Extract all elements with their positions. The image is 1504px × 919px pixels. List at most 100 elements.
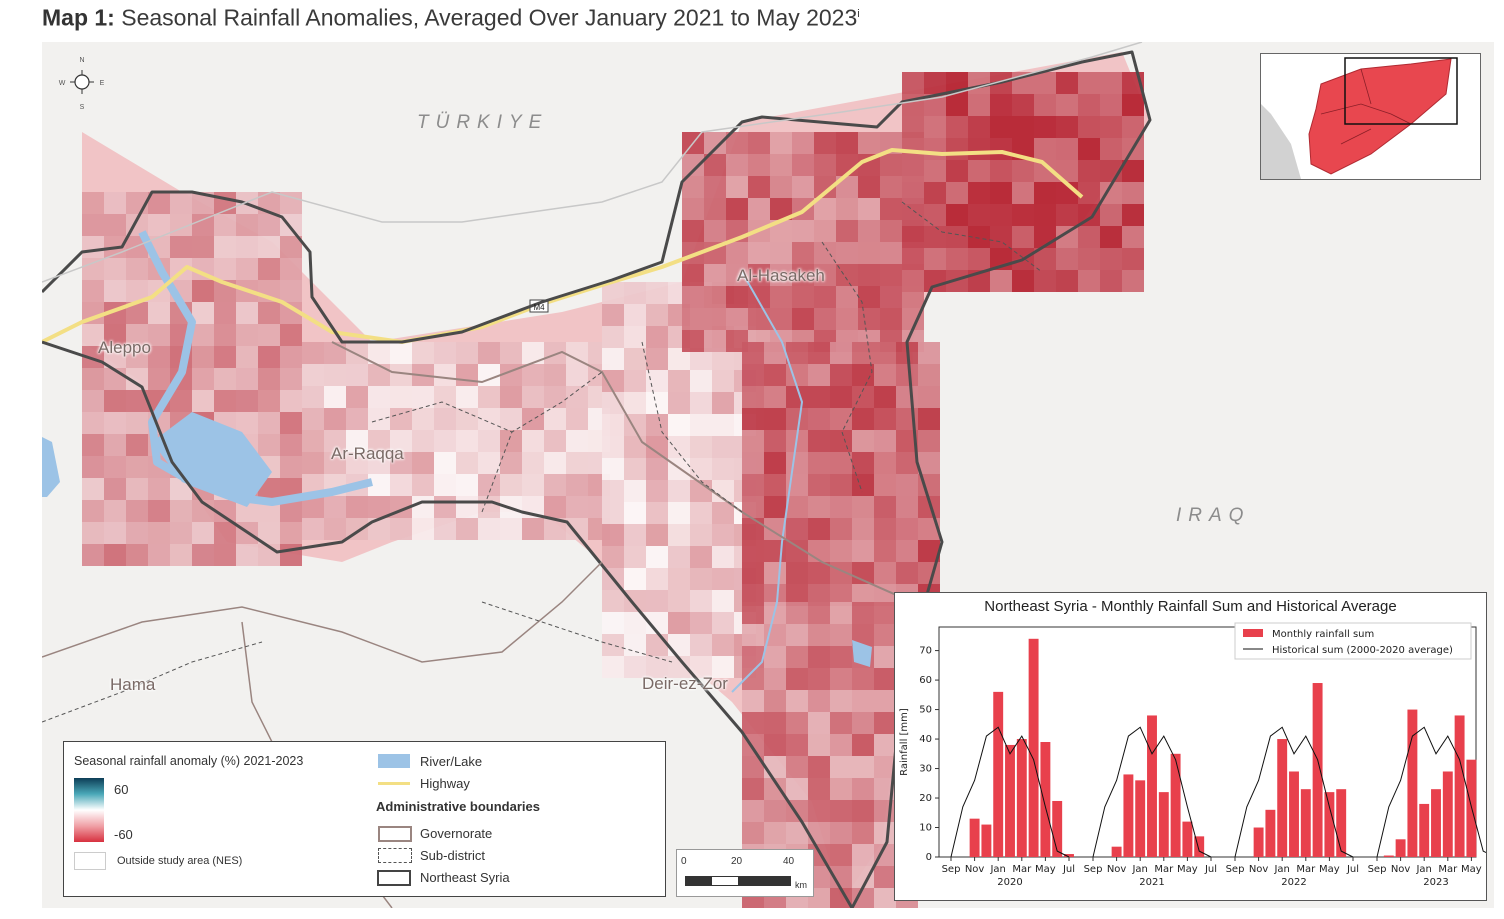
anomaly-cell <box>324 518 346 540</box>
anomaly-cell <box>726 264 748 286</box>
anomaly-cell <box>368 430 390 452</box>
chart-legend-line-label: Historical sum (2000-2020 average) <box>1272 645 1453 656</box>
anomaly-cell <box>302 342 324 364</box>
anomaly-cell <box>808 430 830 452</box>
anomaly-cell <box>786 540 808 562</box>
anomaly-cell <box>668 612 690 634</box>
anomaly-cell <box>280 456 302 478</box>
season-label: 2022 <box>1281 877 1306 888</box>
anomaly-cell <box>712 458 734 480</box>
scale-bar: 0 20 40 km <box>676 849 814 897</box>
anomaly-cell <box>368 386 390 408</box>
anomaly-cell <box>1122 182 1144 204</box>
anomaly-cell <box>968 226 990 248</box>
season-label: 2021 <box>1139 877 1164 888</box>
y-tick-label: 30 <box>919 764 932 775</box>
rainfall-bar <box>1277 739 1288 857</box>
anomaly-cell <box>236 346 258 368</box>
anomaly-cell <box>280 258 302 280</box>
anomaly-cell <box>82 412 104 434</box>
legend-highway-swatch <box>378 782 410 785</box>
anomaly-cell <box>808 624 830 646</box>
anomaly-cell <box>682 330 704 352</box>
anomaly-cell <box>324 452 346 474</box>
y-tick-label: 60 <box>919 675 932 686</box>
anomaly-cell <box>522 452 544 474</box>
x-tick-label: Jan <box>1273 864 1289 875</box>
anomaly-cell <box>104 390 126 412</box>
anomaly-cell <box>852 474 874 496</box>
anomaly-cell <box>792 220 814 242</box>
anomaly-cell <box>82 192 104 214</box>
anomaly-cell <box>280 500 302 522</box>
city-label-ar-raqqa: Ar-Raqqa <box>331 444 404 463</box>
anomaly-cell <box>726 154 748 176</box>
anomaly-cell <box>500 474 522 496</box>
y-tick-label: 0 <box>926 852 932 863</box>
anomaly-cell <box>748 242 770 264</box>
anomaly-cell <box>258 412 280 434</box>
map-area[interactable]: N S E W M4 TÜRKIYE IRAQ Al-Hasakeh Alepp… <box>42 42 1494 908</box>
x-tick-label: Sep <box>1084 864 1103 875</box>
anomaly-cell <box>836 220 858 242</box>
inset-extent-box <box>1344 57 1458 125</box>
anomaly-cell <box>214 544 236 566</box>
anomaly-cell <box>280 324 302 346</box>
compass-rose: N S E W <box>59 57 105 111</box>
anomaly-cell <box>624 546 646 568</box>
anomaly-cell <box>808 668 830 690</box>
anomaly-cell <box>764 408 786 430</box>
anomaly-cell <box>852 690 874 712</box>
anomaly-cell <box>742 778 764 800</box>
anomaly-cell <box>786 518 808 540</box>
rainfall-bar <box>1336 789 1347 857</box>
anomaly-cell <box>602 458 624 480</box>
anomaly-cell <box>522 518 544 540</box>
anomaly-cell <box>874 540 896 562</box>
anomaly-cell <box>602 326 624 348</box>
anomaly-cell <box>852 668 874 690</box>
anomaly-cell <box>1100 204 1122 226</box>
anomaly-cell <box>830 734 852 756</box>
legend-nes-label: Northeast Syria <box>420 870 510 885</box>
anomaly-cell <box>236 258 258 280</box>
anomaly-cell <box>808 712 830 734</box>
anomaly-cell <box>990 94 1012 116</box>
anomaly-cell <box>682 308 704 330</box>
anomaly-cell <box>1078 182 1100 204</box>
x-tick-label: Mar <box>1296 864 1316 875</box>
anomaly-cell <box>522 386 544 408</box>
anomaly-cell <box>742 822 764 844</box>
anomaly-cell <box>456 386 478 408</box>
rainfall-bar <box>1028 638 1039 857</box>
anomaly-cell <box>668 502 690 524</box>
anomaly-cell <box>82 346 104 368</box>
anomaly-cell <box>148 544 170 566</box>
anomaly-cell <box>858 286 880 308</box>
anomaly-cell <box>1034 94 1056 116</box>
anomaly-cell <box>646 634 668 656</box>
anomaly-cell <box>858 132 880 154</box>
anomaly-cell <box>968 94 990 116</box>
anomaly-cell <box>346 452 368 474</box>
lake-east <box>852 640 872 667</box>
anomaly-cell <box>1100 72 1122 94</box>
anomaly-cell <box>1056 116 1078 138</box>
city-label-aleppo: Aleppo <box>98 338 151 357</box>
anomaly-cell <box>646 546 668 568</box>
anomaly-cell <box>830 800 852 822</box>
anomaly-cell <box>104 412 126 434</box>
anomaly-cell <box>764 646 786 668</box>
anomaly-cell <box>346 342 368 364</box>
anomaly-cell <box>786 756 808 778</box>
anomaly-cell <box>682 198 704 220</box>
anomaly-cell <box>852 866 874 888</box>
anomaly-cell <box>968 248 990 270</box>
anomaly-cell <box>258 324 280 346</box>
anomaly-cell <box>434 430 456 452</box>
anomaly-cell <box>874 518 896 540</box>
anomaly-cell <box>852 430 874 452</box>
turkey-border <box>42 42 1143 283</box>
anomaly-cell <box>1034 138 1056 160</box>
anomaly-cell <box>742 364 764 386</box>
